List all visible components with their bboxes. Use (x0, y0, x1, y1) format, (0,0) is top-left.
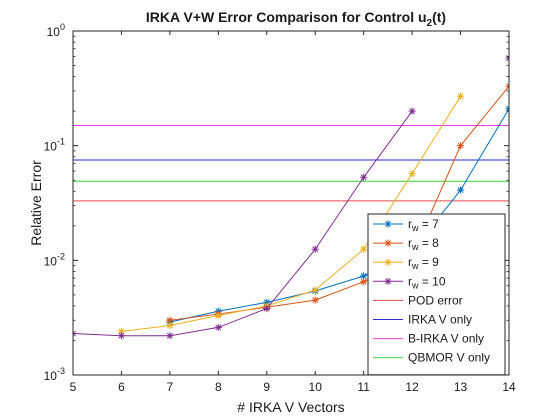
y-axis-label: Relative Error (28, 160, 44, 246)
series-2-point-1 (166, 321, 174, 330)
legend-label-reference-0: POD error (408, 293, 463, 307)
series-1-point-6 (456, 142, 465, 150)
series-2-point-7 (456, 92, 465, 100)
x-tick-label: 12 (405, 380, 419, 394)
series-3-point-6 (360, 173, 368, 181)
legend-marker-series-2 (384, 258, 392, 266)
series-0-point-2 (263, 298, 271, 306)
x-tick-label: 9 (263, 380, 270, 394)
series-line-0 (169, 108, 509, 323)
series-group (73, 54, 509, 340)
series-3-point-3 (214, 323, 222, 332)
series-3-point-4 (263, 304, 271, 313)
legend-marker-series-0 (384, 220, 392, 228)
y-tick-label: 100 (47, 22, 65, 39)
chart-title-tail: (t) (432, 9, 446, 25)
series-1-point-0 (166, 316, 174, 324)
x-tick-label: 5 (70, 380, 77, 394)
x-tick-label: 13 (454, 380, 468, 394)
x-tick-label: 10 (309, 380, 323, 394)
y-tick-label: 10-2 (44, 251, 65, 268)
series-2-point-2 (214, 311, 222, 320)
series-0-point-4 (360, 272, 368, 280)
x-tick-label: 8 (215, 380, 222, 394)
legend: rw = 7 rw = 8 rw = 9 rw = 10 POD error IRKA V… (367, 213, 506, 376)
series-0-point-6 (456, 186, 465, 194)
series-3-point-7 (408, 107, 416, 115)
series-1-point-3 (311, 296, 319, 304)
legend-marker-series-1 (384, 239, 392, 247)
x-tick-label: 11 (357, 380, 370, 394)
x-tick-label: 14 (502, 380, 516, 394)
series-line-2 (121, 95, 461, 332)
series-3-point-2 (166, 332, 174, 340)
legend-label-reference-2: B-IRKA V only (408, 332, 484, 346)
series-1-point-4 (360, 278, 368, 286)
legend-label-reference-1: IRKA V only (408, 313, 472, 327)
series-2-point-4 (311, 286, 319, 294)
y-tick-label: 10-3 (44, 366, 65, 383)
legend-label-series-0: rw = 7 (408, 217, 439, 233)
x-tick-label: 7 (167, 380, 174, 394)
legend-label-series-2: rw = 9 (408, 255, 439, 271)
series-line-3 (73, 110, 413, 337)
x-axis-label: # IRKA V Vectors (237, 399, 344, 415)
series-2-point-0 (117, 327, 126, 336)
chart-title-main: IRKA V+W Error Comparison for Control u (146, 9, 427, 25)
legend-label-reference-3: QBMOR V only (408, 351, 490, 365)
chart-title: IRKA V+W Error Comparison for Control u2… (146, 9, 446, 29)
legend-label-series-1: rw = 8 (408, 236, 439, 252)
series-line-1 (169, 85, 509, 321)
series-2-point-6 (408, 170, 416, 178)
y-tick-label: 10-1 (44, 137, 65, 154)
series-2-point-5 (360, 245, 368, 253)
legend-marker-series-3 (384, 277, 392, 285)
series-3-point-1 (117, 332, 126, 340)
axes-box (72, 30, 510, 376)
chart-title-subscript: 2 (427, 18, 433, 29)
x-tick-label: 6 (118, 380, 125, 394)
series-3-point-5 (311, 245, 319, 253)
legend-label-series-3: rw = 10 (408, 274, 446, 290)
